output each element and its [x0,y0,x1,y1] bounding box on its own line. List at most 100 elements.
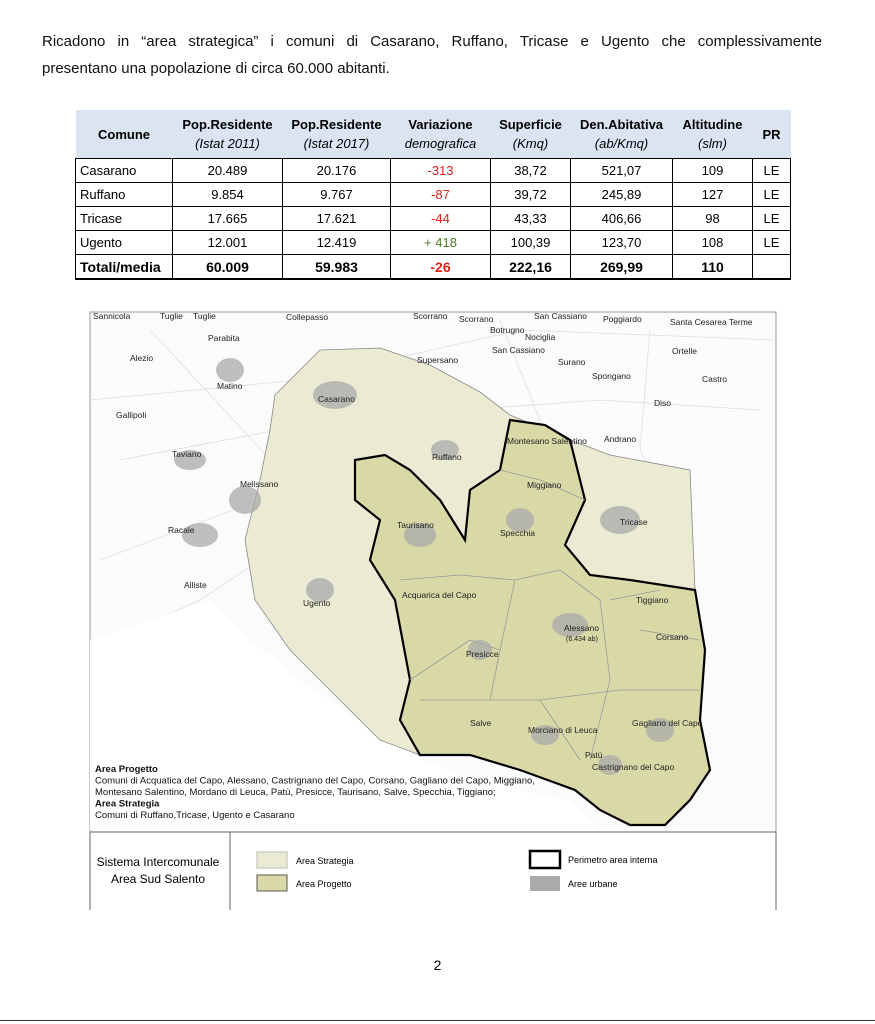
table-cell: 12.419 [282,230,391,255]
map-label: Montesano Salentino [507,436,587,446]
table-cell: -87 [390,182,491,207]
header-title: Pop.Residente [182,117,273,132]
legend-label: Area Strategia [296,856,354,866]
map-label: Tiggiano [636,595,669,605]
table: Comune Pop.Residente (Istat 2011) Pop.Resid… [75,110,791,280]
table-cell: 20.176 [282,158,391,183]
map-label: Supersano [417,355,458,365]
table-cell: 38,72 [490,158,571,183]
table-cell: 108 [672,230,753,255]
table-cell: 123,70 [570,230,673,255]
table-cell: 17.621 [282,206,391,231]
urban-areas [174,358,674,775]
map-label: Corsano [656,632,688,642]
table-cell: LE [752,182,791,207]
map-caption: Montesano Salentino, Mordano di Leuca, P… [95,787,496,798]
map-label: Presicce [466,649,499,659]
total-cell: Totali/media [75,254,173,280]
header-sub: (Istat 2011) [195,136,260,151]
map-label: Tuglie [193,311,216,321]
map-label: Castrignano del Capo [592,762,674,772]
map-label: Patù [585,750,603,760]
table-cell: LE [752,230,791,255]
map-label: Taviano [172,449,202,459]
legend-swatch [530,876,560,891]
map-label: Specchia [500,528,535,538]
table-cell: Ugento [75,230,173,255]
map-label: Collepasso [286,312,328,322]
map-label: Castro [702,374,727,384]
map-caption: Area Strategia [95,799,160,810]
map-label: Parabita [208,333,240,343]
map-label: Diso [654,398,671,408]
header-cell: Variazione demografica [390,110,491,159]
map-label: Spongano [592,371,631,381]
header-sub: (slm) [698,136,727,151]
table-cell: -313 [390,158,491,183]
map-label: Ruffano [432,452,462,462]
map-caption: Comuni di Acquatica del Capo, Alessano, … [95,776,535,787]
table-cell: Ruffano [75,182,173,207]
header-sub: (ab/Kmq) [594,136,649,151]
map-label: San Cassiano [492,345,545,355]
legend-title: Area Sud Salento [111,872,205,886]
map-label: Surano [558,357,586,367]
header-title: Comune [98,126,150,142]
legend-label: Perimetro area interna [568,855,658,865]
map-caption: Area Progetto [95,764,158,775]
header-sub: demografica [404,136,477,151]
table-row: Ugento 12.001 12.419 + 418 100,39 123,70 108 LE [75,230,791,255]
header-title: PR [762,126,781,142]
map-caption: Comuni di Ruffano,Tricase, Ugento e Casa… [95,810,295,821]
map-label: Casarano [318,394,355,404]
header-sub: (Kmq) [512,136,549,151]
total-cell: 222,16 [490,254,571,280]
map-label: Andrano [604,434,636,444]
table-cell: 43,33 [490,206,571,231]
total-cell: 60.009 [172,254,283,280]
header-title: Den.Abitativa [579,117,664,132]
paragraph-line: Ricadono in “area strategica” i comuni d… [42,33,822,50]
municipal-borders [399,469,701,761]
total-cell: -26 [390,254,491,280]
table-cell: 521,07 [570,158,673,183]
table-cell: Casarano [75,158,173,183]
header-sub: (Istat 2017) [303,136,370,151]
total-cell [752,254,791,280]
header-cell: Pop.Residente (Istat 2011) [172,110,283,159]
map-label: Tuglie [160,311,183,321]
map-label: Melissano [240,479,279,489]
total-cell: 269,99 [570,254,673,280]
table-cell: 127 [672,182,753,207]
table-cell: 17.665 [172,206,283,231]
map-label: Nociglia [525,332,556,342]
header-cell: Pop.Residente (Istat 2017) [282,110,391,159]
map-label: Ortelle [672,346,697,356]
map-label: Racale [168,525,195,535]
table-cell: 98 [672,206,753,231]
map-label: Gagliano del Capo [632,718,703,728]
map-label: Sannicola [93,311,131,321]
area-progetto [353,418,712,827]
table-cell: 9.767 [282,182,391,207]
legend-swatch [256,851,288,869]
map-label: Taurisano [397,520,434,530]
table-row: Casarano 20.489 20.176 -313 38,72 521,07 109 LE [75,158,791,183]
map-label: Botrugno [490,325,525,335]
map-label: Gallipoli [116,410,146,420]
legend-title: Sistema Intercomunale [97,855,220,869]
header-cell: Superficie (Kmq) [490,110,571,159]
paragraph-line: presentano una popolazione di circa 60.0… [42,60,390,77]
map-label: Miggiano [527,480,562,490]
legend-label: Area Progetto [296,879,352,889]
legend-label: Aree urbane [568,879,618,889]
map-label: San Cassiano [534,311,587,321]
header-title: Variazione [408,117,473,132]
map-label: Tricase [620,517,648,527]
legend-swatch [528,849,562,870]
table-row: Ruffano 9.854 9.767 -87 39,72 245,89 127 LE [75,182,791,207]
map-label: Santa Cesarea Terme [670,317,753,327]
page-edge [0,1020,875,1021]
